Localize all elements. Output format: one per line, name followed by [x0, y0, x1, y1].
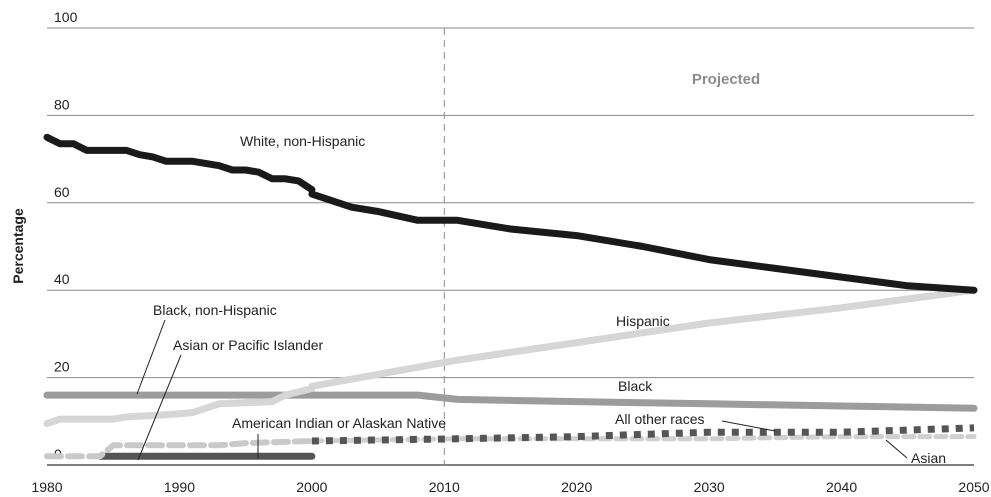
annotations: White, non-Hispanic Black, non-Hispanic … — [136, 133, 946, 466]
series-line-asian-1 — [309, 434, 977, 444]
series-line-white-non-hispanic-2 — [308, 190, 978, 294]
x-tick-label: 1980 — [31, 479, 62, 495]
x-tick-label: 1990 — [164, 479, 195, 495]
y-axis-title: Percentage — [10, 208, 26, 284]
series-line-asian-or-pacific-islander-1 — [44, 438, 315, 460]
series-line-black-1 — [308, 391, 978, 412]
label-asian-pacific-islander: Asian or Pacific Islander — [173, 337, 324, 353]
series-lines — [43, 133, 978, 460]
leader-asian — [885, 439, 908, 459]
x-tick-label: 2030 — [694, 479, 725, 495]
y-tick-label: 100 — [54, 9, 78, 25]
projected-label: Projected — [692, 71, 760, 88]
leader-all-other-races — [721, 420, 776, 432]
series-line-hispanic-1 — [43, 385, 316, 427]
label-hispanic: Hispanic — [616, 313, 670, 329]
label-american-indian: American Indian or Alaskan Native — [232, 415, 446, 431]
series-line-hispanic-2 — [308, 286, 978, 390]
leader-black-non-hispanic — [136, 319, 166, 395]
leader-asian-pacific-islander — [137, 354, 182, 461]
label-white-non-hispanic: White, non-Hispanic — [240, 133, 365, 149]
gridlines — [47, 27, 974, 466]
label-black-non-hispanic: Black, non-Hispanic — [153, 302, 277, 318]
y-tick-label: 80 — [54, 96, 70, 112]
y-tick-label: 20 — [54, 359, 70, 375]
label-all-other-races: All other races — [615, 411, 704, 427]
y-tick-label: 40 — [54, 271, 70, 287]
series-line-all-other-races-1 — [311, 424, 975, 445]
x-tick-label: 2040 — [826, 479, 857, 495]
series-line-white-non-hispanic-1 — [43, 133, 316, 194]
label-black: Black — [618, 378, 653, 394]
label-asian: Asian — [911, 450, 946, 466]
x-tick-label: 2010 — [429, 479, 460, 495]
x-tick-label: 2050 — [958, 479, 989, 495]
y-tick-label: 60 — [54, 184, 70, 200]
x-tick-label: 2000 — [296, 479, 327, 495]
x-tick-label: 2020 — [561, 479, 592, 495]
